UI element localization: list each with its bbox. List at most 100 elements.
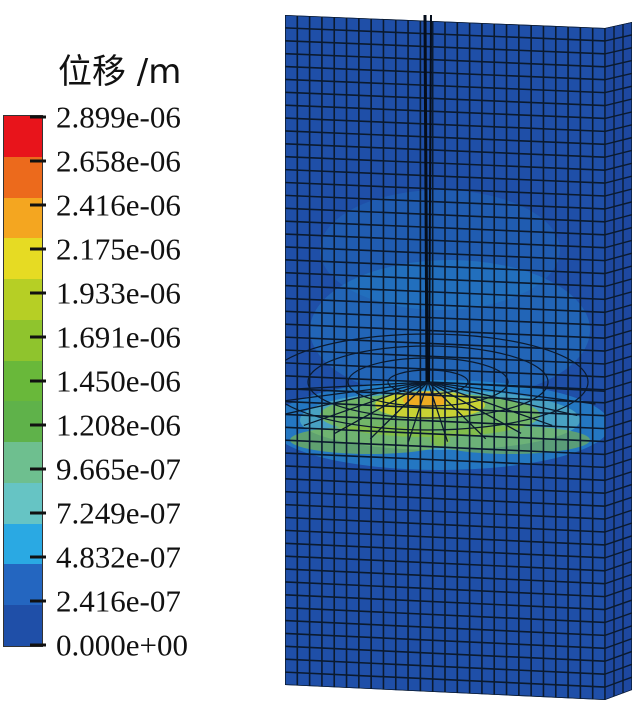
legend-tick-mark	[30, 555, 46, 559]
legend-tick-label: 2.416e-06	[56, 187, 181, 223]
mesh-line-horizontal	[285, 220, 605, 236]
mesh-line-horizontal	[285, 632, 605, 650]
mesh-line-horizontal	[285, 297, 605, 314]
mesh-line-horizontal	[285, 284, 605, 301]
mesh-line-horizontal	[285, 413, 605, 430]
mesh-line-horizontal	[285, 529, 605, 546]
mesh-line-horizontal	[285, 645, 605, 663]
side-mesh-line-horizontal	[605, 201, 632, 210]
color-bar-segment	[4, 442, 42, 483]
side-mesh-line-horizontal	[605, 265, 632, 275]
legend-tick-mark	[30, 643, 46, 647]
side-mesh-line-horizontal	[605, 663, 632, 675]
side-mesh-line-horizontal	[605, 483, 632, 494]
color-bar-segment	[4, 482, 42, 524]
side-mesh-line-horizontal	[605, 650, 632, 662]
legend-tick-mark	[30, 467, 46, 471]
mesh-line-horizontal	[285, 555, 605, 572]
mesh-line-horizontal	[285, 400, 605, 417]
legend-tick-mark	[30, 247, 46, 251]
side-mesh-line-horizontal	[605, 329, 632, 339]
side-mesh-line-horizontal	[605, 676, 632, 688]
side-mesh-line-horizontal	[605, 393, 632, 404]
legend-tick-label: 2.175e-06	[56, 231, 181, 267]
legend-tick-label: 1.691e-06	[56, 319, 181, 355]
mesh-line-horizontal	[285, 516, 605, 533]
mesh-line-horizontal	[285, 233, 605, 249]
side-mesh-line-horizontal	[605, 599, 632, 611]
legend-tick-label: 1.450e-06	[56, 363, 181, 399]
mesh-line-horizontal	[285, 27, 605, 42]
mesh-line-horizontal	[285, 168, 605, 184]
mesh-line-horizontal	[285, 594, 605, 611]
mesh-line-horizontal	[285, 568, 605, 585]
side-mesh-line-horizontal	[605, 98, 632, 107]
legend-tick-label: 2.658e-06	[56, 143, 181, 179]
mesh-line-horizontal	[285, 117, 605, 133]
crack-line	[423, 14, 429, 383]
side-mesh-line-horizontal	[605, 355, 632, 365]
color-bar-segment	[4, 279, 42, 320]
color-bar-segment	[4, 605, 42, 646]
side-mesh-line-horizontal	[605, 22, 632, 29]
mesh-line-radial	[427, 381, 487, 440]
mesh-line-horizontal	[285, 581, 605, 598]
mesh-line-horizontal	[285, 387, 605, 404]
mesh-line-horizontal	[285, 104, 605, 120]
legend-tick-mark	[30, 159, 46, 163]
mesh-line-horizontal	[285, 310, 605, 327]
side-mesh-line-horizontal	[605, 586, 632, 598]
mesh-line-horizontal	[285, 78, 605, 94]
mesh-line-horizontal	[285, 323, 605, 339]
side-mesh-line-horizontal	[605, 637, 632, 649]
mesh-line-horizontal	[285, 39, 605, 55]
legend-tick-label: 9.665e-07	[56, 451, 181, 487]
mesh-line-horizontal	[285, 246, 605, 262]
mesh-line-horizontal	[285, 439, 605, 456]
side-mesh-line-horizontal	[605, 175, 632, 184]
mesh-line-horizontal	[285, 130, 605, 146]
side-mesh-line-horizontal	[605, 226, 632, 236]
side-mesh-line-horizontal	[605, 34, 632, 42]
side-mesh-line-horizontal	[605, 47, 632, 55]
mesh-line-horizontal	[285, 336, 605, 352]
legend-tick-mark	[30, 511, 46, 515]
mesh-line-radial	[427, 381, 522, 434]
mesh-line-horizontal	[285, 259, 605, 275]
legend-tick-mark	[30, 335, 46, 339]
mesh-line-horizontal	[285, 684, 605, 700]
mesh-line-radial	[285, 381, 429, 405]
side-mesh-line-horizontal	[605, 214, 632, 223]
side-mesh-line-horizontal	[605, 111, 632, 120]
side-mesh-line-horizontal	[605, 548, 632, 559]
color-bar-segment	[4, 401, 42, 443]
mesh-line-horizontal	[285, 478, 605, 495]
mesh-line-horizontal	[285, 606, 605, 624]
mesh-line-horizontal	[285, 490, 605, 507]
mesh-line-horizontal	[285, 207, 605, 223]
side-mesh-line-horizontal	[605, 625, 632, 637]
mesh-line-horizontal	[285, 181, 605, 197]
legend-tick-label: 0.000e+00	[56, 627, 188, 663]
mesh-line-horizontal	[285, 452, 605, 469]
model-side-face	[605, 22, 632, 700]
color-bar-segment	[4, 156, 42, 198]
legend-tick-label: 4.832e-07	[56, 539, 181, 575]
legend-tick-mark	[30, 291, 46, 295]
side-mesh-line-horizontal	[605, 136, 632, 145]
legend-tick-mark	[30, 203, 46, 207]
crack-line-edge	[428, 14, 432, 383]
mesh-line-horizontal	[285, 503, 605, 520]
mesh-line-radial	[407, 381, 429, 442]
mesh-line-radial	[427, 381, 605, 393]
color-bar-segment	[4, 319, 42, 361]
central-crack-line	[423, 14, 432, 383]
legend-title: 位移 /m	[58, 52, 182, 92]
mesh-line-horizontal	[285, 271, 605, 288]
side-mesh-line-horizontal	[605, 291, 632, 301]
side-mesh-line-horizontal	[605, 59, 632, 68]
mesh-line-radial	[285, 381, 429, 417]
legend-tick-mark	[30, 379, 46, 383]
legend-tick-label: 2.899e-06	[56, 99, 181, 135]
legend-tick-mark	[30, 599, 46, 603]
